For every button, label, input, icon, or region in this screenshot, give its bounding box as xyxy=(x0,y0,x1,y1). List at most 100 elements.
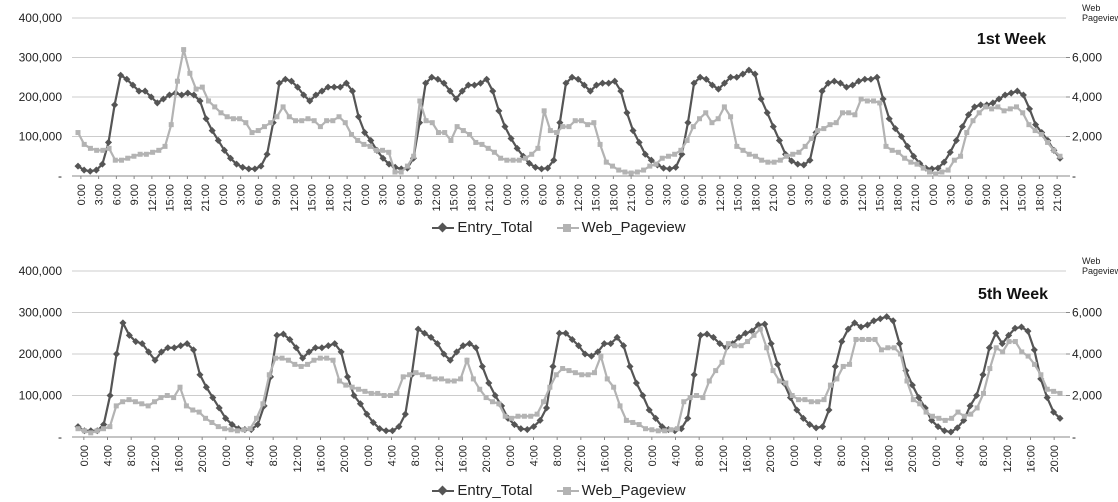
x-tick-label: 0:00 xyxy=(218,184,230,205)
data-point-web-pageview xyxy=(183,403,189,409)
data-point-entry-total xyxy=(568,73,576,81)
data-point-web-pageview xyxy=(249,130,255,136)
data-point-web-pageview xyxy=(336,114,342,120)
data-point-web-pageview xyxy=(902,155,908,161)
data-point-web-pageview xyxy=(1000,349,1006,355)
data-point-web-pageview xyxy=(451,378,457,384)
data-point-web-pageview xyxy=(400,374,406,380)
x-tick-label: 12:00 xyxy=(718,445,730,473)
data-point-web-pageview xyxy=(706,378,712,384)
data-point-entry-total xyxy=(964,111,973,119)
data-point-entry-total xyxy=(952,136,960,144)
data-point-web-pageview xyxy=(419,372,425,378)
x-tick-label: 6:00 xyxy=(963,184,975,205)
data-point-web-pageview xyxy=(260,401,266,407)
data-point-entry-total xyxy=(849,81,857,89)
data-point-entry-total xyxy=(501,123,509,131)
data-point-web-pageview xyxy=(715,116,721,122)
data-point-web-pageview xyxy=(261,124,267,130)
data-point-entry-total xyxy=(620,342,628,350)
data-point-entry-total xyxy=(311,344,320,352)
x-tick-label: 18:00 xyxy=(182,184,194,212)
data-point-entry-total xyxy=(458,87,466,95)
y-axis-label-right: Web xyxy=(1082,256,1100,266)
data-point-web-pageview xyxy=(215,424,221,430)
data-point-web-pageview xyxy=(407,372,413,378)
data-point-web-pageview xyxy=(510,157,516,163)
data-point-web-pageview xyxy=(429,120,435,126)
data-point-web-pageview xyxy=(617,403,623,409)
data-point-entry-total xyxy=(870,317,878,325)
data-point-entry-total xyxy=(947,428,955,436)
diamond-marker-icon xyxy=(432,223,455,233)
data-point-web-pageview xyxy=(152,399,158,405)
data-point-web-pageview xyxy=(636,422,642,428)
x-tick-label: 21:00 xyxy=(1052,184,1064,212)
data-point-web-pageview xyxy=(286,114,292,120)
data-point-web-pageview xyxy=(672,151,678,157)
legend-label-entry: Entry_Total xyxy=(457,481,533,499)
data-point-entry-total xyxy=(106,391,114,400)
data-point-web-pageview xyxy=(653,161,659,167)
data-point-entry-total xyxy=(697,331,705,339)
data-point-entry-total xyxy=(132,338,140,346)
x-tick-label: 6:00 xyxy=(395,184,407,205)
data-point-entry-total xyxy=(855,77,863,85)
data-point-entry-total xyxy=(1005,331,1013,339)
data-point-entry-total xyxy=(299,354,307,362)
data-point-web-pageview xyxy=(534,411,540,417)
data-point-web-pageview xyxy=(784,153,790,159)
data-point-entry-total xyxy=(433,340,441,348)
y-tick-label-left: 300,000 xyxy=(19,51,63,65)
data-point-web-pageview xyxy=(859,336,865,342)
x-tick-label: 15:00 xyxy=(165,184,177,212)
data-point-entry-total xyxy=(157,348,165,356)
data-point-web-pageview xyxy=(311,357,317,363)
data-point-entry-total xyxy=(123,75,131,83)
data-point-web-pageview xyxy=(87,145,93,151)
data-point-entry-total xyxy=(395,423,403,431)
data-point-entry-total xyxy=(989,99,997,107)
data-point-entry-total xyxy=(876,315,884,323)
data-point-web-pageview xyxy=(1001,108,1007,114)
data-point-entry-total xyxy=(344,373,352,381)
data-point-web-pageview xyxy=(445,378,451,384)
data-point-web-pageview xyxy=(987,366,993,372)
data-point-web-pageview xyxy=(158,395,164,401)
x-tick-label: 9:00 xyxy=(697,184,709,205)
data-point-web-pageview xyxy=(413,370,419,376)
data-point-entry-total xyxy=(599,79,607,87)
data-point-entry-total xyxy=(440,79,448,87)
data-point-entry-total xyxy=(517,425,525,433)
data-point-entry-total xyxy=(376,425,384,433)
data-point-web-pageview xyxy=(585,122,591,128)
data-point-entry-total xyxy=(151,356,159,364)
data-point-entry-total xyxy=(800,161,808,169)
data-point-web-pageview xyxy=(381,393,387,398)
y-axis-label-right: Pageview xyxy=(1082,13,1118,23)
data-point-entry-total xyxy=(202,115,210,123)
data-point-web-pageview xyxy=(361,141,367,147)
data-point-web-pageview xyxy=(504,157,510,163)
data-point-entry-total xyxy=(652,414,660,422)
data-point-web-pageview xyxy=(100,147,106,153)
data-point-web-pageview xyxy=(458,376,464,382)
data-point-entry-total xyxy=(382,427,390,435)
data-point-entry-total xyxy=(355,113,363,121)
data-point-entry-total xyxy=(761,320,769,328)
data-point-web-pageview xyxy=(164,393,170,398)
y-tick-label-right: 6,000 xyxy=(1072,51,1102,65)
data-point-web-pageview xyxy=(362,388,368,394)
x-tick-label: 16:00 xyxy=(174,445,186,473)
data-point-web-pageview xyxy=(765,159,771,165)
data-point-entry-total xyxy=(940,427,949,435)
data-point-web-pageview xyxy=(404,163,410,169)
x-tick-label: 20:00 xyxy=(907,445,919,473)
data-point-web-pageview xyxy=(181,47,187,53)
y-tick-label-left: 300,000 xyxy=(19,306,63,320)
x-tick-label: 0:00 xyxy=(360,184,372,205)
data-point-entry-total xyxy=(530,423,538,431)
data-point-web-pageview xyxy=(1026,122,1032,128)
data-point-entry-total xyxy=(611,77,619,85)
data-point-web-pageview xyxy=(949,415,955,421)
